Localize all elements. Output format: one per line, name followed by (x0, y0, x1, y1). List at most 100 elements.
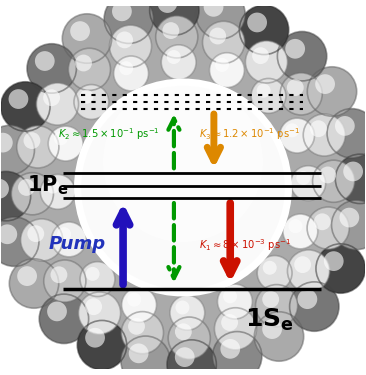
Circle shape (81, 86, 285, 289)
Circle shape (0, 125, 34, 175)
Circle shape (161, 45, 196, 80)
Circle shape (17, 266, 37, 286)
Circle shape (287, 79, 304, 96)
Circle shape (287, 250, 330, 292)
Circle shape (213, 332, 262, 375)
Circle shape (221, 314, 238, 331)
Circle shape (239, 5, 289, 54)
Circle shape (46, 180, 60, 194)
Circle shape (283, 214, 318, 249)
Circle shape (68, 48, 111, 90)
Circle shape (150, 0, 199, 35)
Circle shape (129, 344, 149, 363)
Circle shape (57, 227, 71, 241)
Circle shape (23, 132, 40, 149)
Circle shape (103, 82, 263, 242)
Circle shape (0, 171, 31, 221)
Circle shape (316, 244, 365, 293)
Circle shape (285, 39, 305, 58)
Circle shape (114, 56, 149, 91)
Circle shape (122, 287, 157, 322)
Circle shape (127, 292, 141, 307)
Circle shape (251, 78, 286, 113)
Circle shape (324, 251, 344, 271)
Circle shape (74, 78, 292, 297)
Circle shape (339, 208, 359, 228)
Circle shape (255, 285, 298, 327)
Circle shape (47, 302, 67, 321)
Circle shape (122, 312, 164, 354)
Circle shape (335, 116, 355, 136)
Text: Pump: Pump (49, 235, 106, 253)
Circle shape (262, 291, 279, 308)
Circle shape (262, 319, 282, 339)
Circle shape (85, 328, 105, 348)
Text: $K_1 \approx 8 \times 10^{-3}\ \mathrm{ps}^{-1}$: $K_1 \approx 8 \times 10^{-3}\ \mathrm{p… (199, 237, 292, 253)
Circle shape (285, 123, 299, 137)
Circle shape (128, 318, 145, 335)
Circle shape (17, 126, 59, 168)
Circle shape (245, 41, 288, 83)
Circle shape (254, 312, 304, 361)
Circle shape (290, 282, 339, 331)
Circle shape (307, 67, 357, 116)
Circle shape (121, 336, 170, 375)
Text: $\mathbf{1S_e}$: $\mathbf{1S_e}$ (245, 307, 294, 333)
Circle shape (9, 259, 59, 308)
Circle shape (18, 179, 35, 196)
Circle shape (80, 262, 115, 297)
Circle shape (314, 213, 331, 230)
Circle shape (280, 118, 314, 153)
Circle shape (20, 219, 63, 261)
Circle shape (313, 160, 355, 202)
Circle shape (0, 133, 13, 153)
Text: $K_2 \approx 1.5 \times 10^{-1}\ \mathrm{ps}^{-1}$: $K_2 \approx 1.5 \times 10^{-1}\ \mathrm… (58, 127, 160, 142)
Circle shape (257, 256, 292, 290)
Circle shape (0, 217, 39, 266)
Circle shape (303, 114, 346, 156)
Circle shape (39, 294, 89, 344)
Circle shape (319, 166, 336, 183)
Circle shape (0, 179, 9, 199)
Circle shape (202, 21, 244, 63)
Circle shape (223, 290, 237, 303)
Circle shape (109, 25, 152, 67)
Circle shape (112, 2, 132, 21)
Text: $K_3 \approx 1.2 \times 10^{-1}\ \mathrm{ps}^{-1}$: $K_3 \approx 1.2 \times 10^{-1}\ \mathrm… (199, 127, 300, 142)
Circle shape (85, 298, 102, 315)
Circle shape (217, 284, 252, 319)
Circle shape (157, 0, 177, 13)
Circle shape (43, 89, 60, 106)
Circle shape (215, 58, 229, 72)
Circle shape (203, 0, 223, 17)
Circle shape (163, 22, 179, 39)
Circle shape (170, 295, 205, 330)
Circle shape (75, 55, 92, 72)
Circle shape (257, 84, 270, 98)
Circle shape (175, 347, 195, 367)
Circle shape (175, 300, 190, 315)
Circle shape (36, 83, 79, 125)
Circle shape (40, 174, 75, 209)
Circle shape (27, 225, 44, 242)
Circle shape (79, 90, 93, 104)
Circle shape (52, 222, 86, 257)
Circle shape (310, 120, 327, 137)
Circle shape (298, 289, 317, 309)
Circle shape (8, 89, 28, 109)
Circle shape (0, 224, 17, 244)
Circle shape (168, 317, 210, 359)
Circle shape (327, 109, 366, 158)
Circle shape (156, 16, 198, 58)
Circle shape (296, 171, 310, 185)
Circle shape (11, 172, 53, 215)
Circle shape (167, 340, 216, 375)
Circle shape (263, 261, 277, 275)
Circle shape (343, 162, 363, 182)
Circle shape (294, 256, 311, 273)
Circle shape (116, 32, 133, 48)
Circle shape (209, 28, 226, 45)
Circle shape (196, 0, 245, 39)
Circle shape (209, 53, 244, 88)
Circle shape (175, 323, 192, 340)
